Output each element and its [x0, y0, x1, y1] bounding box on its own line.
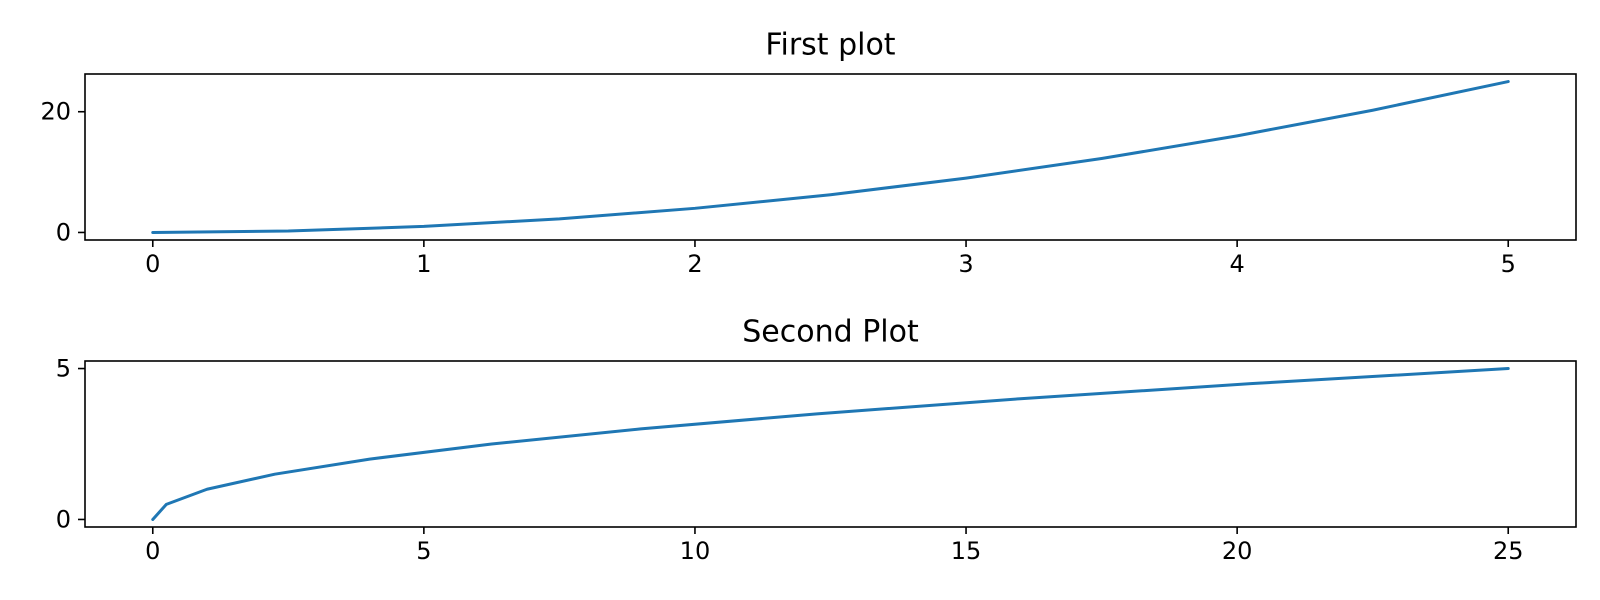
chart-title: Second Plot	[742, 315, 919, 350]
axes-frame	[84, 360, 1577, 528]
y-tick-label: 0	[56, 505, 71, 533]
x-tick-label: 25	[1493, 537, 1524, 565]
chart-title: First plot	[765, 28, 895, 63]
x-tick-label: 5	[416, 537, 431, 565]
x-tick-label: 10	[680, 537, 711, 565]
x-tick-label: 4	[1229, 250, 1244, 278]
chart-panel-1: First plot 0 1 2 3 4 5 0 20	[40, 28, 1577, 278]
x-tick-label: 20	[1222, 537, 1253, 565]
x-tick-label: 3	[958, 250, 973, 278]
x-tick-label: 0	[145, 537, 160, 565]
chart-panel-2: Second Plot 0 5 10 15 20 25 0 5	[56, 315, 1577, 565]
y-tick-label: 5	[56, 355, 71, 383]
series-line-1	[151, 80, 1510, 234]
x-tick-label: 0	[145, 250, 160, 278]
y-tick-label: 20	[40, 98, 71, 126]
x-tick-label: 1	[416, 250, 431, 278]
x-tick-label: 15	[951, 537, 982, 565]
axes-frame	[84, 73, 1577, 241]
series-line-1	[151, 367, 1510, 521]
y-tick-label: 0	[56, 218, 71, 246]
x-tick-label: 2	[687, 250, 702, 278]
x-tick-label: 5	[1501, 250, 1516, 278]
